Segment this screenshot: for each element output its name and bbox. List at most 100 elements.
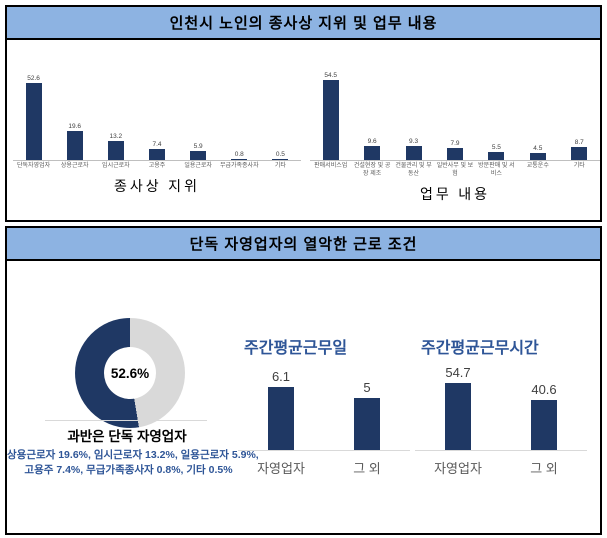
bar-category-label: 기타: [573, 163, 585, 169]
bar-value-label: 54.7: [445, 365, 471, 380]
bar-category-label: 일반사무 및 보험: [436, 163, 474, 177]
bar-chart-plot-area: 54.7 40.6: [415, 358, 587, 451]
bar-column: 54.7: [415, 365, 501, 450]
donut-hole: 52.6%: [104, 347, 156, 399]
bar-column: 4.5: [517, 145, 558, 160]
section2-title: 단독 자영업자의 열악한 근로 조건: [7, 228, 600, 261]
bar-category-label: 일용근로자: [184, 163, 212, 169]
bar-chart-job-content: 54.5 9.6 9.3 7.9 5.5 4.5 8.7 판매서비스업 건설현장 및 공장 제…: [310, 60, 600, 204]
bar-category-label: 판매서비스업: [314, 163, 348, 169]
bar-category-label: 건물관리 및 부동산: [395, 163, 432, 177]
bar: [148, 149, 165, 160]
bar-category-label: 자영업자: [257, 461, 305, 476]
bar-column: 8.7: [559, 139, 600, 160]
breakdown-note: 상용근로자 19.6%, 임시근로자 13.2%, 일용근로자 5.9%, 고용…: [7, 448, 259, 478]
bar-value-label: 7.4: [152, 141, 162, 148]
panel-employment-status: 인천시 노인의 종사상 지위 및 업무 내용 52.6 19.6 13.2 7.4 5.…: [5, 5, 602, 222]
bar-chart-category-axis: 단독자영업자 상용근로자 임시근로자 고용주 일용근로자 무급가족종사자 기타: [13, 163, 301, 171]
bar-value-label: 0.8: [234, 151, 244, 158]
bar-chart-category-axis: 자영업자 그 외: [415, 458, 587, 477]
bar: [364, 146, 381, 160]
bar: [354, 398, 380, 450]
bar-chart-plot-area: 54.5 9.6 9.3 7.9 5.5 4.5 8.7: [310, 60, 600, 161]
bar-value-label: 5: [363, 380, 371, 395]
bar: [66, 131, 83, 160]
bar-column: 0.5: [260, 151, 301, 160]
bar-category-label: 고용주: [148, 163, 166, 169]
axis-title-employment-status: 종사상 지위: [114, 179, 200, 195]
bar-column: 5.5: [476, 144, 517, 160]
bar-value-label: 9.6: [367, 138, 377, 145]
donut-divider-line: [45, 420, 207, 421]
bar-column: 13.2: [95, 133, 136, 160]
breakdown-note-line1: 상용근로자 19.6%, 임시근로자 13.2%, 일용근로자 5.9%,: [7, 449, 259, 461]
bar-category-label: 건설현장 및 공장 제조: [353, 163, 391, 177]
bar-value-label: 6.1: [271, 369, 291, 384]
bar-category-label: 기타: [274, 163, 286, 169]
bar-value-label: 5.9: [193, 143, 203, 150]
bar-column: 54.5: [310, 72, 351, 160]
bar-chart-weekly-workdays: 주간평균근무일 6.1 5 자영업자 그 외: [238, 334, 410, 477]
bar-value-label: 5.5: [491, 144, 501, 151]
bar-value-label: 0.5: [275, 151, 285, 158]
donut-caption: 과반은 단독 자영업자: [67, 429, 187, 444]
bar: [190, 151, 207, 160]
bar-category-label: 교통운수: [526, 163, 549, 169]
bar: [571, 147, 588, 160]
bar: [322, 80, 339, 160]
bar: [272, 159, 289, 160]
bar: [231, 159, 248, 160]
bar: [446, 148, 463, 160]
section1-title: 인천시 노인의 종사상 지위 및 업무 내용: [7, 7, 600, 40]
bar-value-label: 7.9: [450, 140, 460, 147]
bar: [405, 146, 422, 160]
bar-category-label: 상용근로자: [60, 163, 89, 169]
axis-title-job-content: 업무 내용: [419, 187, 491, 203]
bar-column: 5: [324, 380, 410, 450]
breakdown-note-line2: 고용주 7.4%, 무급가족종사자 0.8%, 기타 0.5%: [24, 464, 233, 476]
bar-chart-plot-area: 6.1 5: [238, 358, 410, 451]
bar: [488, 152, 505, 160]
bar-category-label: 그 외: [353, 461, 381, 476]
bar-value-label: 52.6: [27, 75, 40, 82]
bar: [268, 387, 294, 450]
bar-column: 7.4: [136, 141, 177, 160]
bar-column: 9.6: [351, 138, 392, 160]
bar: [107, 141, 124, 160]
bar-column: 9.3: [393, 138, 434, 160]
bar-column: 7.9: [434, 140, 475, 160]
bar-chart-plot-area: 52.6 19.6 13.2 7.4 5.9 0.8 0.5: [13, 60, 301, 161]
bar-chart-category-axis: 판매서비스업 건설현장 및 공장 제조 건물관리 및 부동산 일반사무 및 보험 방문판…: [310, 163, 600, 179]
bar: [529, 153, 546, 160]
bar: [25, 83, 42, 160]
bar-column: 40.6: [501, 382, 587, 450]
donut-center-value: 52.6%: [110, 365, 150, 381]
bar-category-label: 무급가족종사자: [219, 163, 259, 169]
bar-column: 52.6: [13, 75, 54, 160]
bar-category-label: 임시근로자: [102, 163, 130, 169]
donut-chart: 52.6%: [75, 318, 185, 428]
chart-title-weekly-workhours: 주간평균근무시간: [421, 340, 539, 357]
bar-chart-category-axis: 자영업자 그 외: [238, 458, 410, 477]
bar-chart-employment-status: 52.6 19.6 13.2 7.4 5.9 0.8 0.5 단독자영업자 상용근로자 임시근로…: [13, 60, 301, 196]
bar-category-label: 단독자영업자: [17, 163, 51, 169]
chart-title-weekly-workdays: 주간평균근무일: [244, 340, 348, 357]
bar-value-label: 54.5: [324, 72, 338, 79]
bar-column: 6.1: [238, 369, 324, 450]
bar-column: 0.8: [219, 151, 260, 160]
bar-column: 5.9: [178, 143, 219, 160]
bar-column: 19.6: [54, 123, 95, 160]
bar-value-label: 9.3: [409, 138, 419, 145]
bar-value-label: 19.6: [68, 123, 82, 130]
bar-value-label: 8.7: [574, 139, 584, 146]
panel-working-conditions: 단독 자영업자의 열악한 근로 조건 52.6% 과반은 단독 자영업자 상용근…: [5, 226, 602, 535]
bar: [531, 400, 557, 450]
bar-category-label: 그 외: [530, 461, 558, 476]
bar-value-label: 40.6: [531, 382, 557, 397]
bar-value-label: 4.5: [533, 145, 543, 152]
bar-chart-weekly-workhours: 주간평균근무시간 54.7 40.6 자영업자 그 외: [415, 334, 587, 477]
bar-category-label: 자영업자: [434, 461, 482, 476]
bar-category-label: 방문판매 및 서비스: [478, 163, 515, 177]
bar-value-label: 13.2: [109, 133, 123, 140]
